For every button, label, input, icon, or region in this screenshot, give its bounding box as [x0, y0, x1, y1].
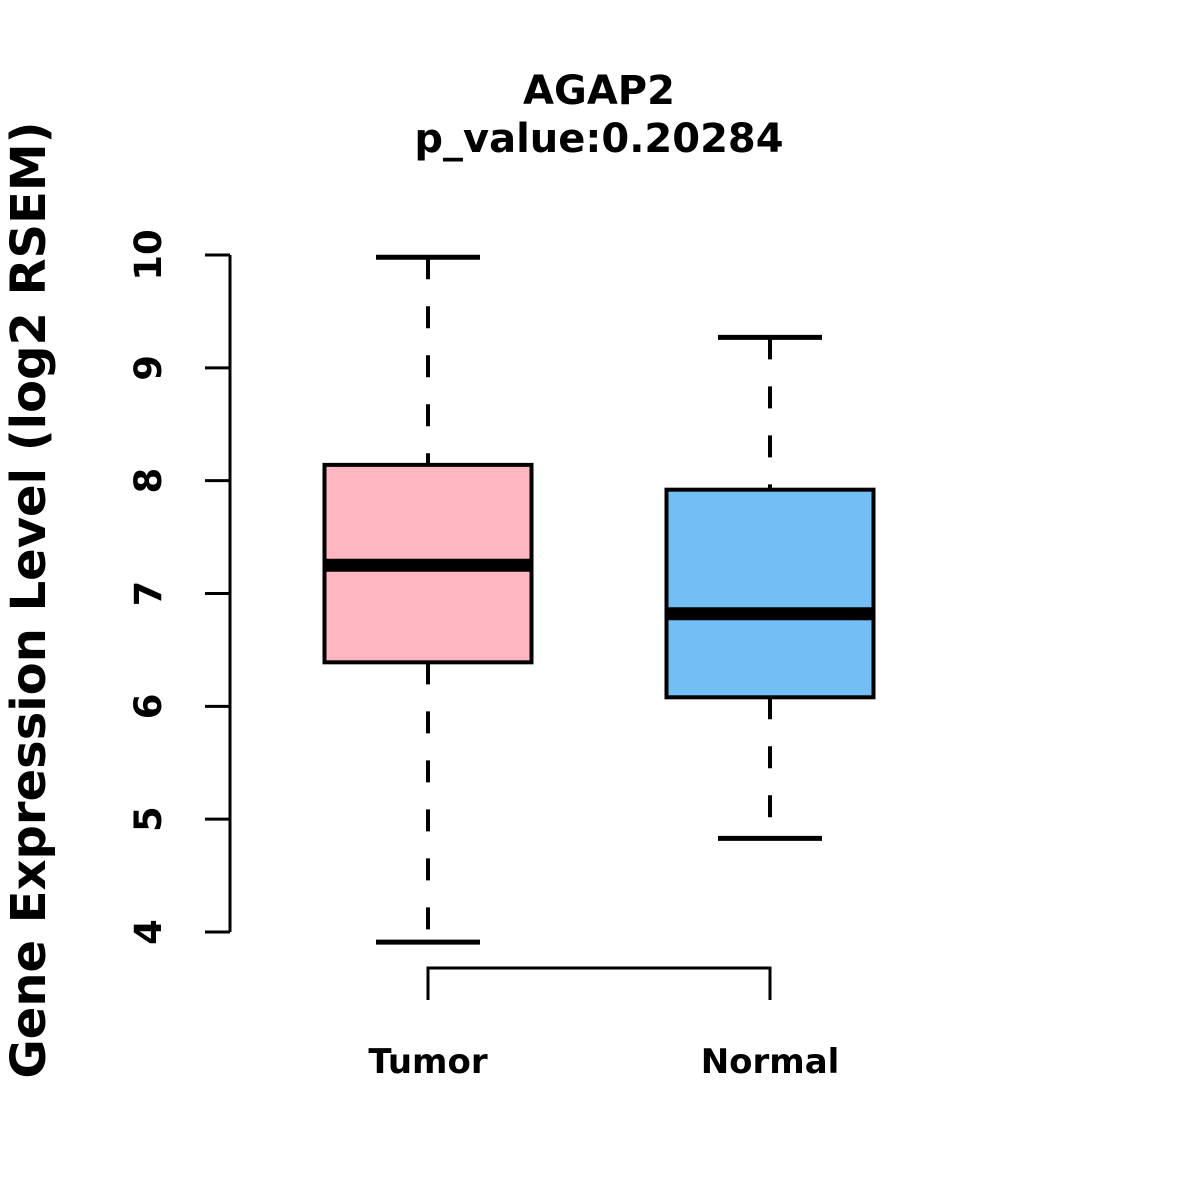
chart-subtitle: p_value:0.20284: [414, 116, 783, 162]
chart-title: AGAP2: [523, 68, 675, 114]
box-series: [322, 254, 876, 945]
y-tick-label: 7: [127, 581, 170, 607]
y-tick-label: 9: [127, 355, 170, 381]
y-axis-label: Gene Expression Level (log2 RSEM): [1, 121, 57, 1078]
y-axis: 4 5 6 7 8 9 10: [127, 229, 232, 945]
x-axis-bracket: [426, 966, 772, 1000]
y-tick-label: 4: [127, 919, 170, 945]
y-tick-label: 6: [127, 693, 170, 719]
x-tick-label-tumor: Tumor: [368, 1042, 487, 1082]
x-axis: Tumor Normal: [368, 966, 840, 1082]
box-normal: [664, 487, 876, 700]
y-tick-label: 5: [127, 806, 170, 832]
y-tick-label: 10: [127, 229, 170, 281]
x-tick-label-normal: Normal: [701, 1042, 840, 1082]
y-tick-label: 8: [127, 468, 170, 494]
